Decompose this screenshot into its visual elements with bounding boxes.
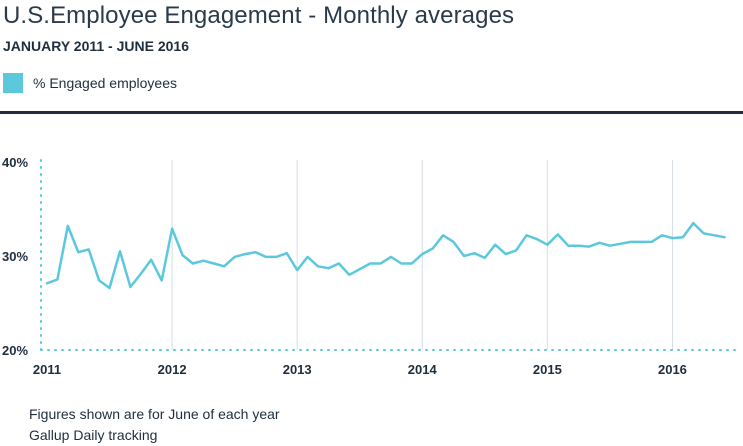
- legend-label: % Engaged employees: [33, 75, 177, 91]
- legend: % Engaged employees: [3, 73, 177, 93]
- y-tick-label: 30%: [2, 249, 28, 264]
- x-tick-label: 2011: [33, 362, 61, 377]
- y-tick-label: 40%: [2, 155, 28, 170]
- chart-subtitle: JANUARY 2011 - JUNE 2016: [3, 38, 189, 54]
- x-tick-label: 2015: [533, 362, 562, 377]
- header-divider: [0, 111, 743, 114]
- footnotes: Figures shown are for June of each year …: [29, 404, 280, 446]
- x-tick-label: 2012: [158, 362, 187, 377]
- chart-title: U.S.Employee Engagement - Monthly averag…: [3, 2, 515, 29]
- footnote-2: Gallup Daily tracking: [29, 427, 158, 443]
- x-tick-label: 2013: [283, 362, 312, 377]
- y-tick-label: 20%: [2, 343, 28, 358]
- legend-swatch: [3, 73, 23, 93]
- line-chart: 20% 30% 40% 2011 2012 2013 2014 2015 2016: [2, 155, 736, 377]
- footnote-1: Figures shown are for June of each year: [29, 406, 280, 422]
- x-tick-label: 2014: [408, 362, 438, 377]
- series-line-engaged: [45, 221, 726, 290]
- x-tick-label: 2016: [658, 362, 687, 377]
